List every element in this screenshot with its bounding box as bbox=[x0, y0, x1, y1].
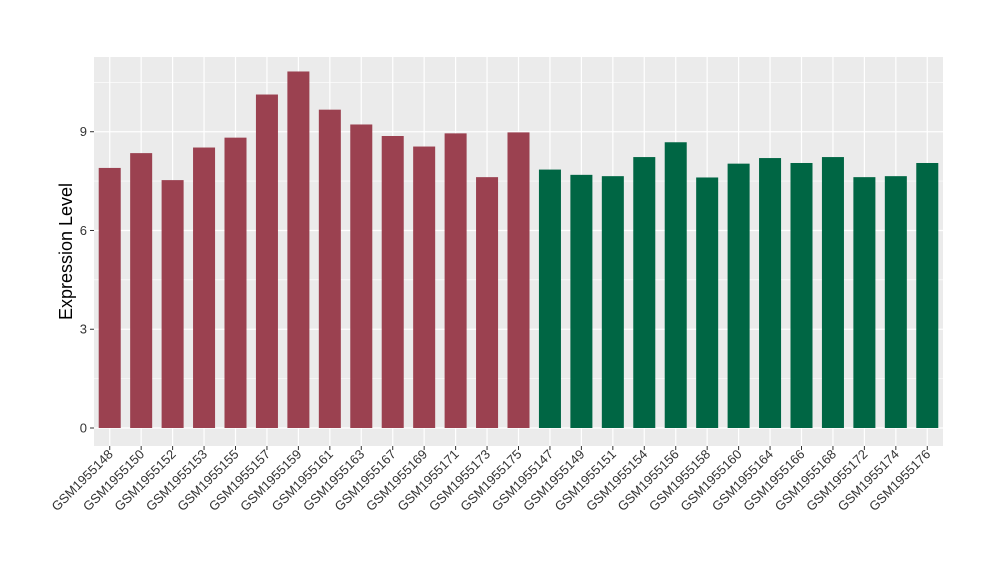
bar-GSM1955149 bbox=[570, 174, 593, 428]
bar-GSM1955147 bbox=[538, 169, 561, 428]
bar-GSM1955161 bbox=[318, 109, 341, 428]
bar-GSM1955176 bbox=[916, 162, 939, 428]
bar-GSM1955172 bbox=[853, 177, 876, 428]
bar-GSM1955152 bbox=[161, 180, 184, 428]
bar-GSM1955156 bbox=[664, 142, 687, 428]
bar-GSM1955159 bbox=[287, 71, 310, 428]
bar-GSM1955160 bbox=[727, 163, 750, 428]
y-axis-title: Expression Level bbox=[56, 183, 76, 320]
bar-GSM1955155 bbox=[224, 137, 247, 428]
y-tick-label: 9 bbox=[80, 124, 87, 139]
bar-GSM1955167 bbox=[381, 135, 404, 428]
bar-GSM1955154 bbox=[633, 157, 656, 428]
bar-GSM1955150 bbox=[130, 153, 153, 429]
bar-GSM1955168 bbox=[821, 157, 844, 428]
y-tick-label: 3 bbox=[80, 322, 87, 337]
bar-GSM1955164 bbox=[759, 158, 782, 428]
bar-GSM1955163 bbox=[350, 124, 373, 428]
bar-GSM1955175 bbox=[507, 132, 530, 428]
bar-GSM1955166 bbox=[790, 162, 813, 428]
bar-GSM1955158 bbox=[696, 177, 719, 428]
bar-GSM1955171 bbox=[444, 133, 467, 428]
bar-GSM1955157 bbox=[255, 94, 278, 429]
bar-GSM1955173 bbox=[476, 177, 499, 428]
x-axis: GSM1955148GSM1955150GSM1955152GSM1955153… bbox=[49, 446, 933, 514]
bar-GSM1955148 bbox=[98, 167, 121, 428]
y-axis: 0 3 6 9 bbox=[80, 124, 94, 436]
bar-GSM1955151 bbox=[601, 176, 624, 428]
y-tick-label: 6 bbox=[80, 223, 87, 238]
bar-GSM1955174 bbox=[884, 176, 907, 428]
bars bbox=[98, 71, 939, 429]
bar-GSM1955169 bbox=[413, 146, 436, 428]
y-tick-label: 0 bbox=[80, 421, 87, 436]
bar-GSM1955153 bbox=[193, 147, 216, 428]
